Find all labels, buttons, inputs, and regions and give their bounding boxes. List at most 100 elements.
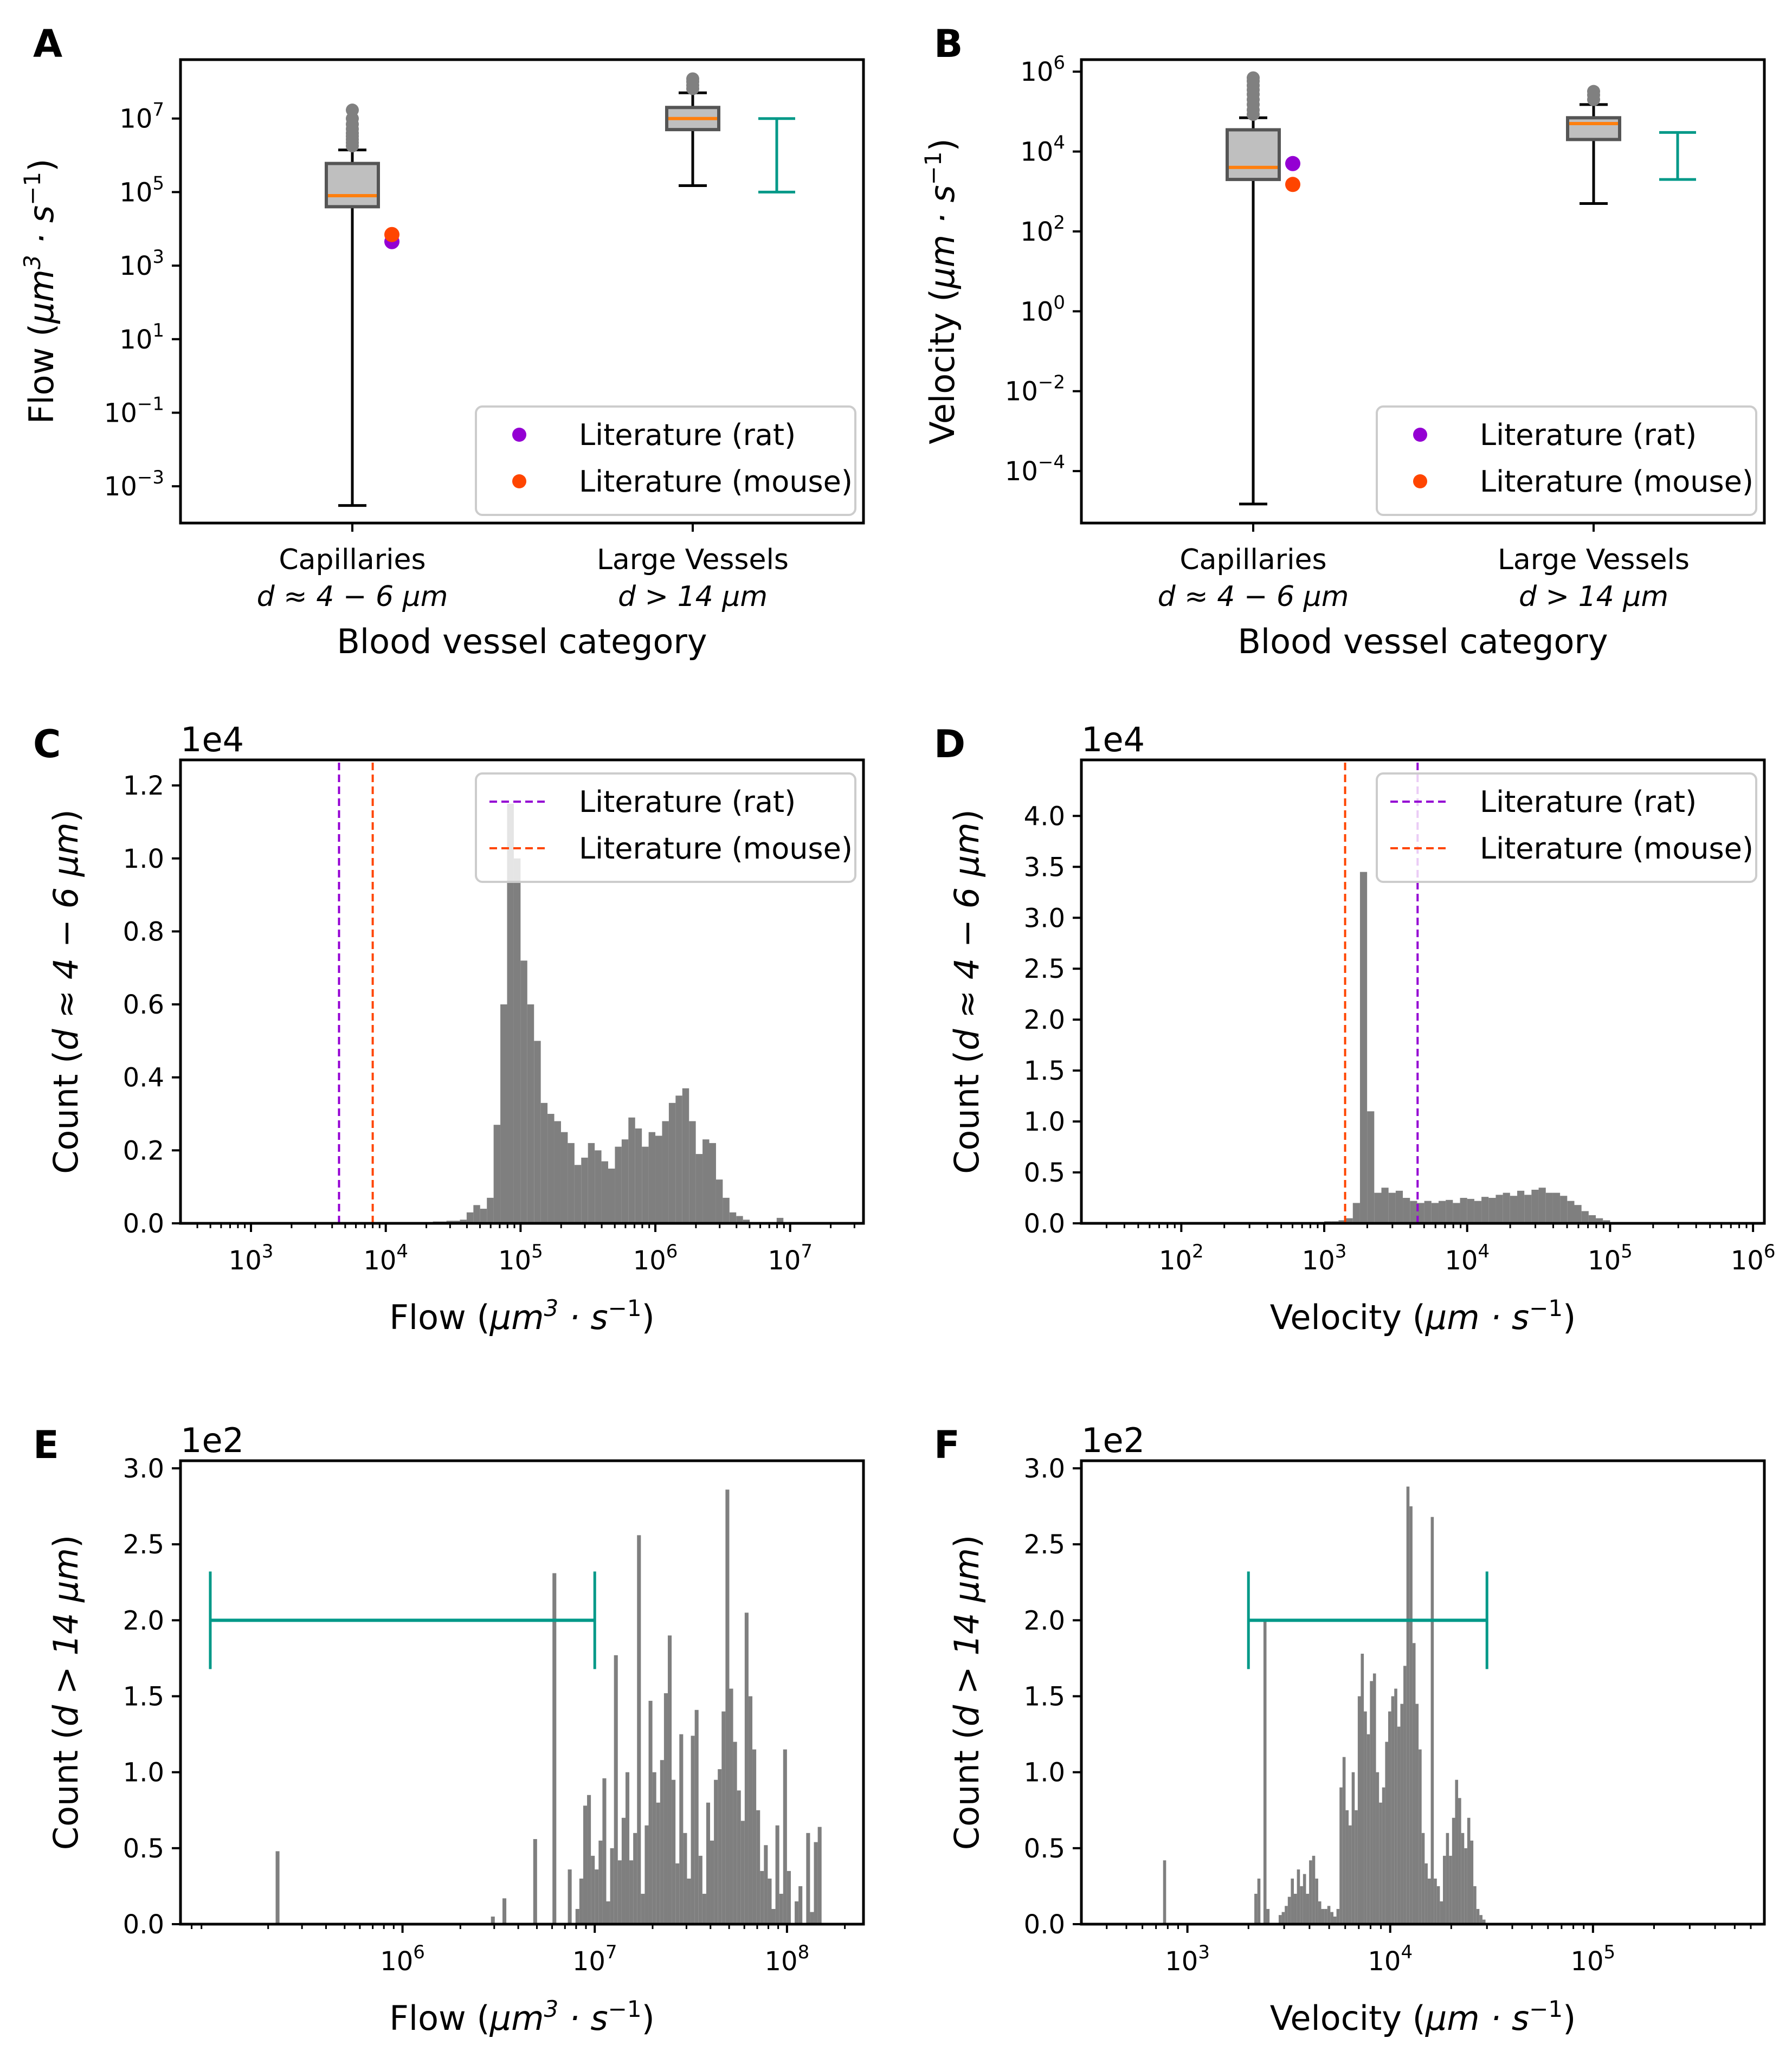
- histogram-bar: [1415, 1704, 1419, 1924]
- axis-offset-text: 1e4: [181, 720, 244, 759]
- histogram-bar: [625, 1772, 630, 1924]
- histogram-bar: [606, 1901, 610, 1924]
- histogram-bar: [598, 1840, 603, 1924]
- histogram-bar: [1312, 1855, 1316, 1924]
- histogram-bar: [662, 1121, 669, 1223]
- histogram-bar: [1460, 1198, 1467, 1223]
- histogram-bar: [779, 1893, 783, 1924]
- histogram-bar: [1345, 1810, 1349, 1924]
- histogram-bar: [810, 1912, 814, 1924]
- histogram-bar: [709, 1143, 716, 1223]
- literature-point-rat: [1285, 156, 1300, 171]
- histogram-bar: [1333, 1916, 1337, 1924]
- histogram-bar: [480, 1209, 487, 1223]
- histogram-bar: [771, 1908, 776, 1924]
- histogram-bar: [502, 1898, 507, 1924]
- histogram-bar: [729, 1212, 737, 1223]
- histogram-bar: [740, 1821, 745, 1924]
- ytick-label: 102: [1020, 212, 1065, 247]
- histogram-bar: [1467, 1817, 1471, 1924]
- legend-label-mouse: Literature (mouse): [579, 465, 853, 499]
- histogram-bar: [1470, 1840, 1474, 1924]
- ytick-label: 0.4: [123, 1063, 164, 1093]
- histogram-bar: [1324, 1908, 1327, 1924]
- legend-box: [475, 772, 856, 883]
- histogram-bar: [663, 1693, 668, 1924]
- literature-range-bar: [209, 1571, 596, 1669]
- histogram-bar: [1596, 1218, 1603, 1223]
- histogram-bar: [1400, 1704, 1404, 1924]
- histogram-bar: [1503, 1192, 1510, 1223]
- histogram-bar: [1552, 1192, 1561, 1223]
- legend-label-rat: Literature (rat): [1480, 785, 1697, 819]
- panel-A: A 10−3 10−1 101 103 105 107 Capillaries d ≈ 4 − …: [19, 22, 865, 661]
- histogram-bar: [560, 1132, 568, 1223]
- xtick-label: 107: [768, 1241, 813, 1276]
- outlier-point: [686, 72, 699, 86]
- panel-C: C 103 104 105 106 107 0.0 0.2 0.4 0.6 0.8 1.0 1.2 1e4…: [33, 720, 865, 1337]
- histogram-bar: [540, 1102, 548, 1223]
- histogram-bar: [602, 1778, 607, 1924]
- xtick-label: 105: [498, 1241, 543, 1276]
- histogram-bar: [729, 1688, 733, 1924]
- histogram-bar: [1458, 1798, 1461, 1924]
- panel-D: D 102 103 104 105 106 0.0 0.5 1.0 1.5 2.0 2.5 3.0 3.5…: [934, 720, 1775, 1337]
- histogram-bar: [1379, 1802, 1382, 1924]
- histogram-bar: [1417, 1203, 1424, 1223]
- histogram-bar: [725, 1489, 730, 1924]
- histogram-bar: [1419, 1749, 1422, 1924]
- y-axis-label: Count (d ≈ 4 − 6 μm): [46, 809, 86, 1174]
- histogram-bar: [629, 1860, 634, 1924]
- category-label: Large Vessels: [1498, 544, 1690, 576]
- x-axis-label: Flow (μm3 · s−1): [389, 1295, 655, 1337]
- histogram-bar: [723, 1197, 730, 1223]
- xtick-label: 104: [1445, 1241, 1490, 1276]
- literature-range-bar: [758, 117, 795, 194]
- histogram-bar: [1315, 1878, 1318, 1924]
- histogram-bar: [1464, 1848, 1467, 1924]
- histogram-bar: [466, 1212, 474, 1223]
- histogram-bar: [1349, 1825, 1352, 1924]
- histogram-bar: [601, 1161, 609, 1223]
- histogram-bar: [617, 1860, 622, 1924]
- boxplot-large-vessels: [1566, 85, 1621, 205]
- histogram-bar: [1517, 1190, 1525, 1223]
- xtick-label: 106: [1731, 1241, 1776, 1276]
- legend-marker-mouse: [1413, 474, 1427, 488]
- y-axis-label: Flow (μm3 · s−1): [19, 159, 61, 424]
- ytick-label: 1.5: [1024, 1056, 1065, 1086]
- ytick-label: 10−4: [1005, 451, 1065, 487]
- axis-offset-text: 1e4: [1081, 720, 1145, 759]
- histogram-bar: [1257, 1878, 1261, 1924]
- x-axis-label: Blood vessel category: [1237, 622, 1608, 661]
- histogram-bar: [1436, 1886, 1440, 1924]
- xtick-label: 106: [380, 1942, 425, 1977]
- histogram-bar: [1545, 1192, 1553, 1223]
- histogram-bar: [1560, 1196, 1568, 1223]
- histogram-bar: [1388, 1711, 1391, 1924]
- histogram-bar: [689, 1121, 696, 1223]
- ytick-label: 3.0: [123, 1454, 164, 1484]
- xtick-label: 108: [765, 1942, 810, 1977]
- histogram-bar: [687, 1878, 691, 1924]
- histogram-bar: [768, 1878, 772, 1924]
- histogram-bar: [1367, 1111, 1375, 1223]
- histogram-bar: [702, 1139, 710, 1223]
- ytick-label: 101: [119, 320, 164, 355]
- histogram-bar: [500, 1004, 507, 1223]
- histogram-bar: [736, 1216, 743, 1223]
- histogram-bar: [1287, 1897, 1291, 1924]
- histogram-bar: [628, 1117, 635, 1223]
- ytick-label: 10−1: [104, 393, 164, 428]
- histogram-bar: [1409, 1506, 1413, 1924]
- legend-label-rat: Literature (rat): [579, 418, 796, 452]
- ytick-label: 100: [1020, 292, 1065, 327]
- ytick-label: 0.5: [1024, 1834, 1065, 1864]
- histogram-bar: [1338, 1220, 1346, 1223]
- histogram-bar: [1342, 1757, 1346, 1924]
- histogram-bar: [637, 1535, 641, 1924]
- panel-B: B 10−4 10−2 100 102 104 106 Capillaries d ≈ 4 − …: [920, 22, 1766, 661]
- histogram-bar: [1163, 1860, 1166, 1924]
- histogram-bar: [595, 1150, 602, 1223]
